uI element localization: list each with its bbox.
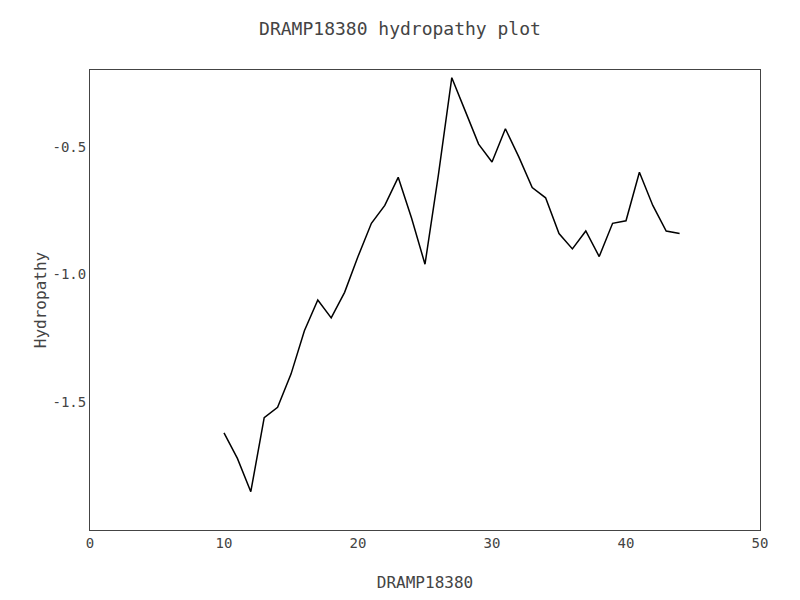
svg-text:10: 10 — [216, 535, 233, 551]
svg-text:40: 40 — [618, 535, 635, 551]
svg-text:50: 50 — [752, 535, 769, 551]
svg-text:-1.5: -1.5 — [52, 394, 86, 410]
svg-text:0: 0 — [86, 535, 94, 551]
svg-text:DRAMP18380 hydropathy plot: DRAMP18380 hydropathy plot — [259, 18, 541, 39]
svg-text:Hydropathy: Hydropathy — [31, 251, 50, 348]
svg-text:DRAMP18380: DRAMP18380 — [377, 573, 473, 592]
svg-text:30: 30 — [484, 535, 501, 551]
svg-text:20: 20 — [350, 535, 367, 551]
svg-text:-1.0: -1.0 — [52, 266, 86, 282]
svg-text:-0.5: -0.5 — [52, 139, 86, 155]
